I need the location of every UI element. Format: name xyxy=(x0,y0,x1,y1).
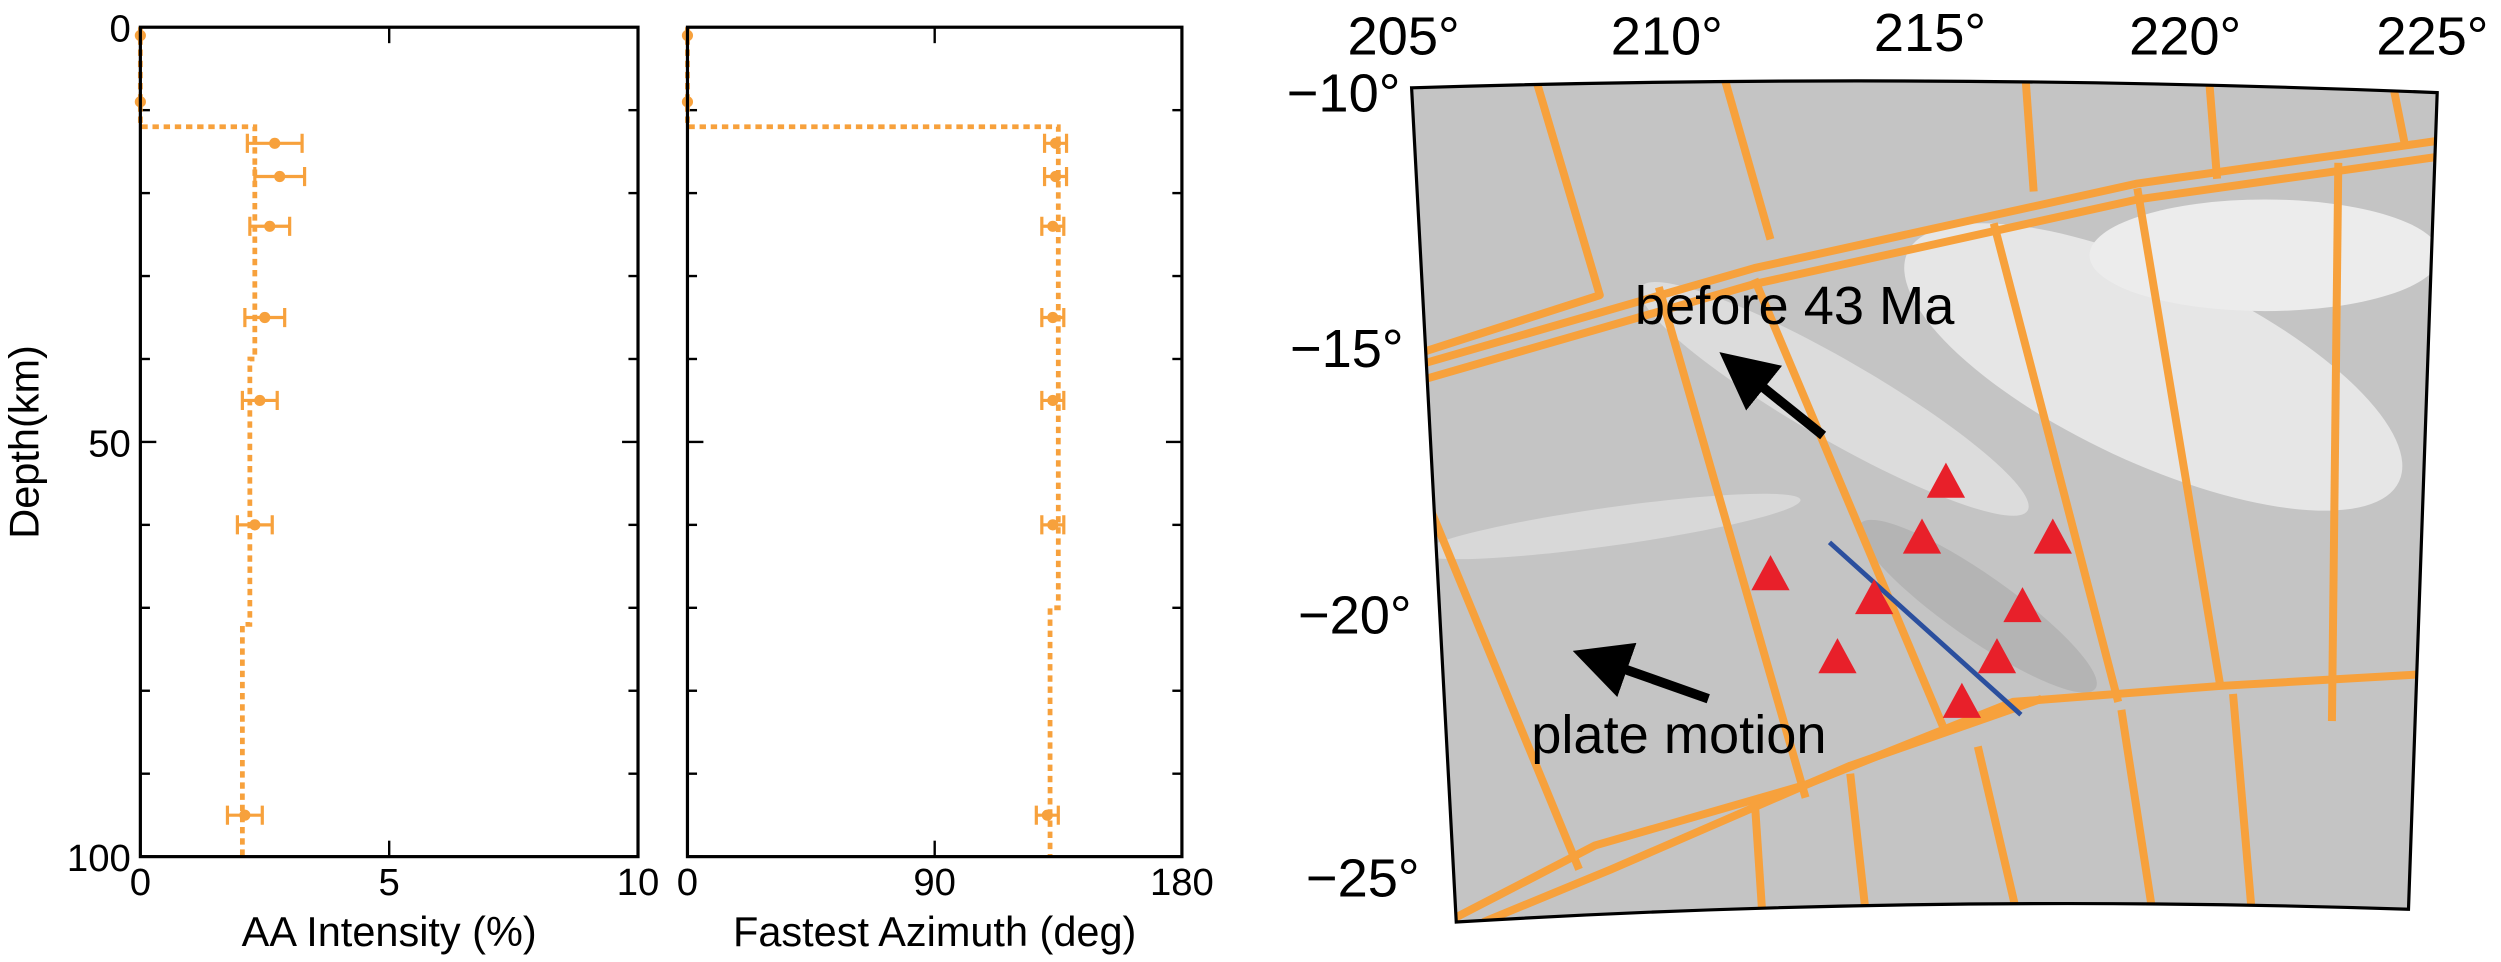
lat-label: −25° xyxy=(1306,849,1420,909)
relief xyxy=(1904,223,2403,511)
lon-label: 210° xyxy=(1611,6,1723,66)
point xyxy=(249,519,261,531)
profile-line xyxy=(137,27,258,857)
plot-frame xyxy=(685,25,1184,859)
annotation: before 43 Ma xyxy=(1635,276,1955,336)
lat-label: −10° xyxy=(1287,64,1401,124)
lat-label: −20° xyxy=(1298,585,1412,645)
point xyxy=(1049,137,1062,149)
x-tick-label: 0 xyxy=(677,861,698,904)
y-tick-label: 100 xyxy=(67,837,131,880)
point xyxy=(1047,220,1059,232)
x-tick-label: 10 xyxy=(617,861,660,904)
lon-label: 215° xyxy=(1874,3,1986,63)
point xyxy=(264,220,276,232)
profile-line xyxy=(685,27,1061,857)
point xyxy=(1041,809,1053,821)
relief xyxy=(1639,281,2029,516)
fracture-zones xyxy=(1411,80,2438,923)
relief xyxy=(1858,519,2097,693)
point xyxy=(269,137,281,149)
point xyxy=(1047,311,1059,324)
annotation: plate motion xyxy=(1531,705,1826,765)
plot-frame xyxy=(138,25,640,859)
x-axis-title: AA Intensity (%) xyxy=(242,908,537,955)
point xyxy=(254,394,266,407)
point xyxy=(239,809,251,821)
profile-line xyxy=(1827,540,2023,717)
y-tick-label: 0 xyxy=(109,8,130,51)
point xyxy=(259,311,271,324)
arrow xyxy=(1719,352,1827,440)
map-frame xyxy=(1409,79,2439,924)
stations xyxy=(1751,462,2072,718)
lat-label: −15° xyxy=(1290,319,1404,379)
y-tick-label: 50 xyxy=(88,422,131,465)
arrow xyxy=(1572,642,1710,704)
point xyxy=(1049,170,1062,183)
x-tick-label: 180 xyxy=(1150,861,1214,904)
x-axis-title: Fastest Azimuth (deg) xyxy=(733,908,1136,955)
map: before 43 Ma plate motion 205° 210° 215°… xyxy=(1287,3,2488,924)
x-tick-label: 5 xyxy=(379,861,400,904)
relief xyxy=(2089,199,2438,312)
point xyxy=(1047,519,1059,531)
x-tick-label: 90 xyxy=(913,861,956,904)
lon-label: 225° xyxy=(2376,6,2488,66)
y-axis-title: Depth(km) xyxy=(0,345,47,539)
x-tick-label: 0 xyxy=(130,861,151,904)
point xyxy=(274,170,286,183)
map-relief xyxy=(1411,80,2438,923)
lon-label: 205° xyxy=(1348,6,1460,66)
point xyxy=(1047,394,1059,407)
chart: 0 90 180 Fastest Azimuth (deg) xyxy=(677,25,1214,955)
relief xyxy=(1421,493,1801,560)
lon-label: 220° xyxy=(2129,6,2241,66)
